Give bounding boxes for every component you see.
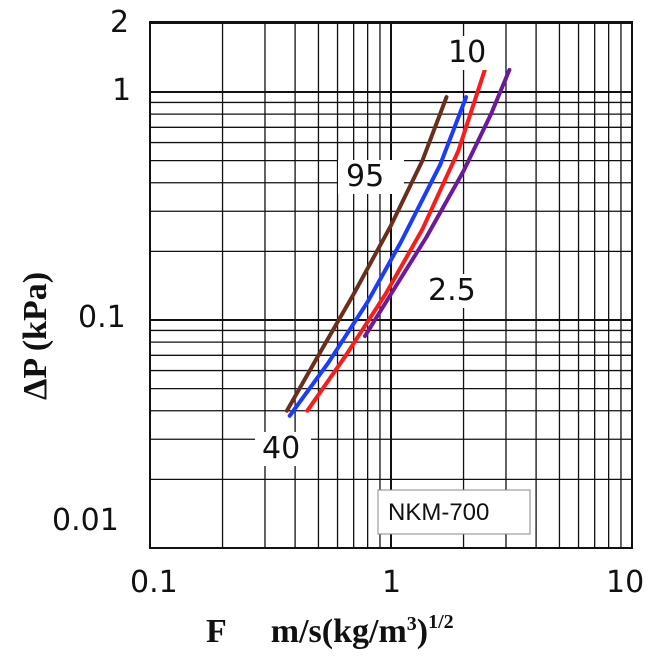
series-lines	[284, 67, 512, 418]
x-tick-0-1: 0.1	[130, 565, 178, 600]
x-tick-10: 10	[606, 565, 644, 600]
series-line-4	[363, 67, 512, 339]
series-line-3	[305, 67, 487, 413]
y-tick-0-01: 0.01	[52, 503, 119, 538]
label-2-5: 2.5	[428, 273, 476, 308]
product-tag	[377, 489, 531, 535]
series-line-2	[287, 95, 469, 418]
label-10: 10	[448, 35, 486, 70]
label-40: 40	[262, 431, 300, 466]
plot-frame	[149, 21, 633, 549]
y-tick-1: 1	[112, 73, 131, 108]
product-label: NKM-700	[388, 499, 489, 526]
x-tick-1: 1	[382, 565, 401, 600]
y-tick-2: 2	[110, 5, 129, 40]
label-95: 95	[346, 159, 384, 194]
y-axis-title: ΔP (kPa)	[17, 272, 54, 400]
y-tick-0-1: 0.1	[78, 300, 126, 335]
series-line-1	[284, 95, 449, 413]
